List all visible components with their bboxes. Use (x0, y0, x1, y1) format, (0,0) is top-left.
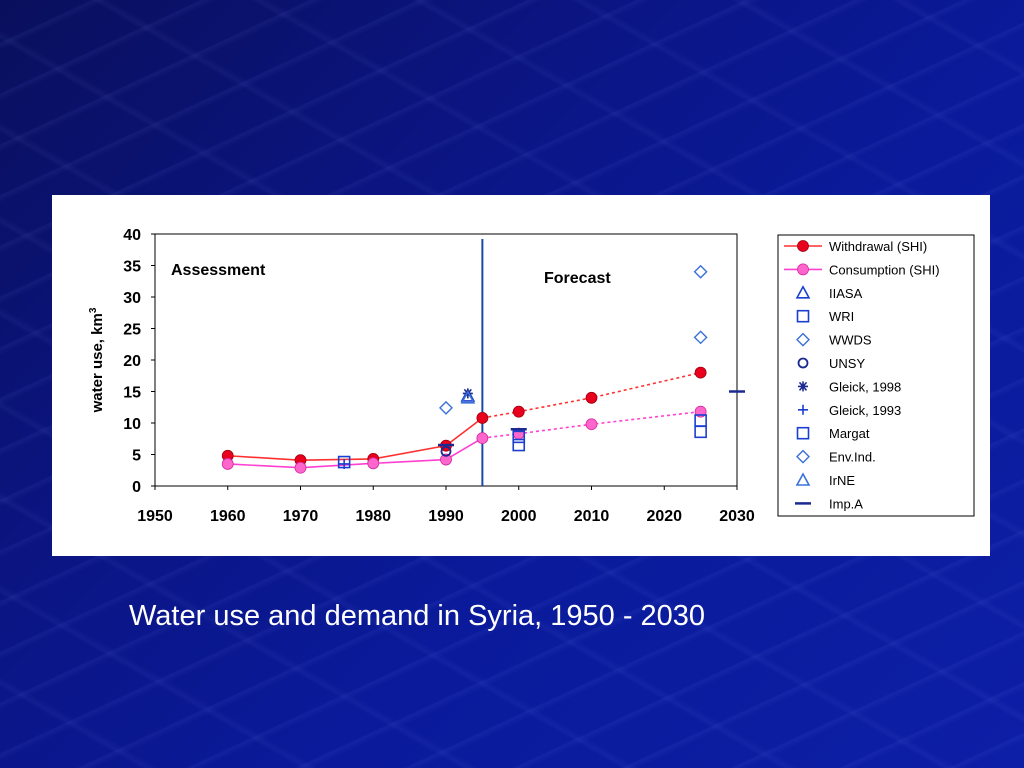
data-point-1-0 (221, 458, 234, 470)
legend-marker-9 (796, 449, 810, 464)
y-tick-label: 10 (123, 416, 141, 433)
data-point-0-4 (476, 412, 489, 424)
x-tick-label: 1980 (355, 508, 391, 525)
legend-label-11: Imp.A (829, 496, 863, 511)
x-tick-label: 2010 (574, 508, 610, 525)
data-point-8-1 (694, 425, 707, 439)
data-point-1-1 (294, 461, 307, 474)
x-tick-label: 1990 (428, 508, 464, 525)
y-axis-label-superscript: 3 (88, 307, 99, 313)
data-point-4-0 (693, 330, 708, 345)
data-point-1-2 (367, 457, 380, 470)
water-use-chart: 0 5 10 15 20 25 30 35 40 1950 1960 1970 1980 1990 2000… (88, 227, 975, 525)
y-tick-label: 15 (123, 385, 141, 402)
y-tick-label: 40 (123, 227, 141, 244)
legend-marker-1 (797, 263, 809, 276)
legend-marker-5 (797, 357, 809, 369)
x-tick-label: 2020 (646, 508, 682, 525)
legend-label-2: IIASA (829, 286, 863, 301)
y-tick-label: 20 (123, 353, 141, 370)
series-line-0-solid (227, 417, 483, 461)
data-point-9-0 (439, 400, 453, 415)
legend-marker-4 (796, 332, 810, 347)
legend-label-6: Gleick, 1998 (829, 379, 901, 394)
data-point-7-0 (339, 458, 350, 469)
data-point-9-1 (693, 264, 708, 279)
legend-label-5: UNSY (829, 356, 865, 371)
annotation-forecast: Forecast (544, 270, 611, 287)
legend-label-9: Env.Ind. (829, 450, 876, 465)
data-point-0-5 (512, 405, 525, 418)
x-tick-label: 1970 (283, 508, 319, 525)
legend-label-4: WWDS (829, 333, 872, 348)
y-axis-label: water use, km3 (88, 307, 106, 413)
series-line-1-dashed (482, 410, 701, 439)
y-tick-label: 35 (123, 259, 141, 276)
y-tick-label: 5 (132, 448, 141, 465)
x-tick-label: 2000 (501, 508, 537, 525)
x-tick-label: 1950 (137, 508, 173, 525)
y-tick-label: 25 (123, 322, 141, 339)
data-point-1-4 (476, 432, 489, 445)
series-line-0-dashed (482, 371, 701, 419)
data-point-0-7 (694, 366, 707, 379)
legend-label-10: IrNE (829, 473, 855, 488)
legend-marker-10 (795, 472, 811, 486)
x-tick-label: 1960 (210, 508, 246, 525)
y-tick-label: 30 (123, 290, 141, 307)
legend-marker-0 (797, 240, 809, 252)
annotation-assessment: Assessment (171, 262, 266, 279)
legend-label-7: Gleick, 1993 (829, 403, 901, 418)
legend-marker-2 (795, 285, 811, 299)
data-point-3-1 (512, 430, 526, 444)
slide-caption: Water use and demand in Syria, 1950 - 20… (129, 600, 706, 632)
legend-label-8: Margat (829, 426, 870, 441)
data-point-10-0 (460, 390, 476, 404)
data-point-8-2 (694, 414, 707, 427)
data-point-0-6 (585, 391, 598, 404)
data-point-8-0 (512, 438, 526, 452)
x-tick-label: 2030 (719, 508, 755, 525)
data-point-1-3 (440, 453, 452, 466)
chart-panel: 0 5 10 15 20 25 30 35 40 1950 1960 1970 1980 1990 2000… (52, 195, 990, 556)
legend-label-3: WRI (829, 309, 854, 324)
legend-box (777, 234, 975, 517)
data-point-2-0 (460, 388, 476, 402)
legend-label-0: Withdrawal (SHI) (829, 239, 927, 254)
legend-marker-7 (798, 404, 808, 415)
data-point-5-0 (440, 445, 452, 457)
legend-label-1: Consumption (SHI) (829, 262, 940, 277)
legend-marker-3 (796, 309, 810, 323)
y-tick-label: 0 (132, 479, 141, 496)
data-point-1-6 (585, 418, 598, 431)
legend-marker-8 (796, 426, 810, 440)
legend-marker-6 (798, 381, 808, 392)
